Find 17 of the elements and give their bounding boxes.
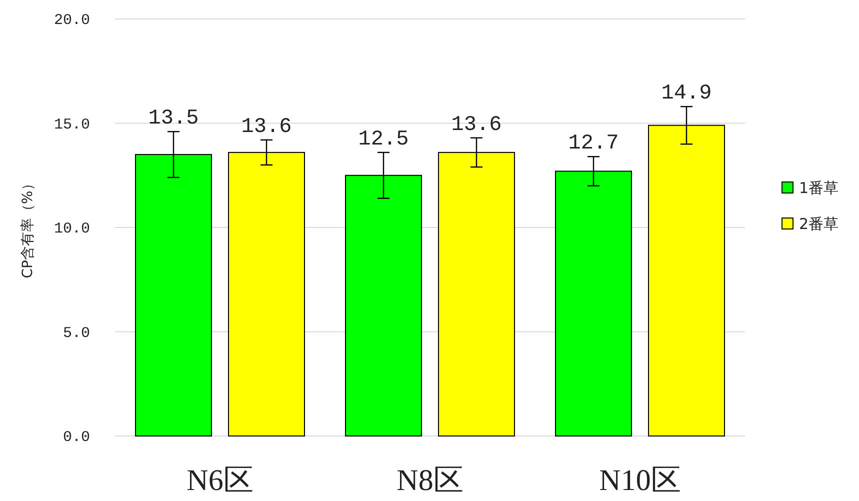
y-axis-title: CP含有率（%） xyxy=(20,176,36,278)
y-tick-label: 20.0 xyxy=(54,12,90,29)
y-tick-label: 5.0 xyxy=(62,324,90,342)
x-tick-label: N8区 xyxy=(396,464,464,497)
data-label: 13.6 xyxy=(451,114,502,137)
data-label: 12.5 xyxy=(358,128,409,152)
legend-label: 1番草 xyxy=(799,179,839,197)
data-label: 13.5 xyxy=(148,108,199,131)
data-label: 14.9 xyxy=(661,82,712,106)
x-tick-label: N6区 xyxy=(186,464,254,497)
y-tick-label: 10.0 xyxy=(54,220,90,238)
data-label: 13.6 xyxy=(241,116,292,139)
y-tick-label: 0.0 xyxy=(62,429,90,446)
data-label: 12.7 xyxy=(568,132,619,156)
legend-label: 2番草 xyxy=(799,215,839,233)
x-tick-label: N10区 xyxy=(599,464,681,497)
y-tick-label: 15.0 xyxy=(54,116,90,134)
